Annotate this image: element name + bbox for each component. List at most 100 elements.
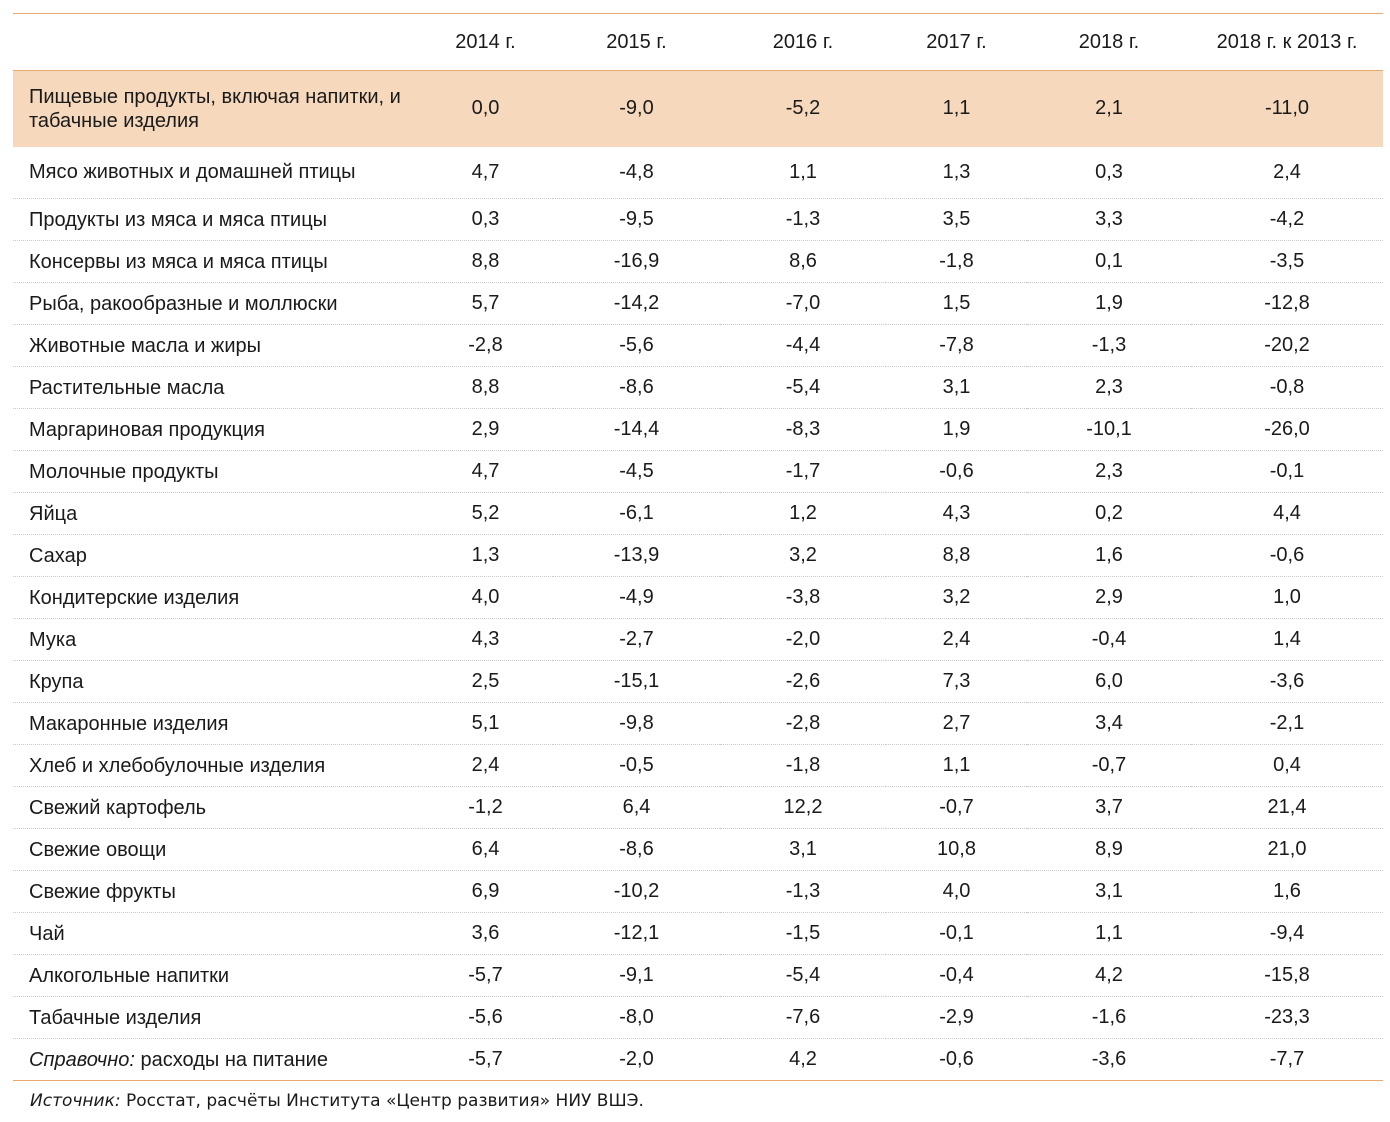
- value-cell: 8,8: [886, 534, 1027, 577]
- row-label: Животные масла и жиры: [13, 324, 418, 367]
- value-cell: -0,1: [886, 912, 1027, 955]
- value-cell: 0,2: [1027, 492, 1191, 535]
- value-cell: 1,0: [1191, 576, 1383, 619]
- value-cell: -3,6: [1191, 660, 1383, 703]
- row-label: Хлеб и хлебобулочные изделия: [13, 744, 418, 787]
- value-cell: -0,6: [1191, 534, 1383, 577]
- value-cell: 1,5: [886, 282, 1027, 325]
- value-cell: 12,2: [720, 786, 886, 829]
- value-cell: 1,1: [886, 744, 1027, 787]
- data-table-container: 2014 г. 2015 г. 2016 г. 2017 г. 2018 г. …: [13, 13, 1383, 1081]
- value-cell: 10,8: [886, 828, 1027, 871]
- value-cell: -4,9: [553, 576, 720, 619]
- value-cell: -8,0: [553, 996, 720, 1039]
- value-cell: -7,0: [720, 282, 886, 325]
- value-cell: 8,6: [720, 240, 886, 283]
- value-cell: -15,8: [1191, 954, 1383, 997]
- header-cell-2017: 2017 г.: [886, 13, 1027, 71]
- row-label: Мясо животных и домашней птицы: [13, 146, 418, 199]
- value-cell: 8,8: [418, 240, 553, 283]
- row-label: Макаронные изделия: [13, 702, 418, 745]
- reference-cell: -2,0: [553, 1038, 720, 1081]
- value-cell: -4,4: [720, 324, 886, 367]
- value-cell: -1,8: [886, 240, 1027, 283]
- value-cell: 1,3: [886, 146, 1027, 199]
- row-label: Молочные продукты: [13, 450, 418, 493]
- value-cell: -0,4: [1027, 618, 1191, 661]
- header-row: 2014 г. 2015 г. 2016 г. 2017 г. 2018 г. …: [13, 13, 1383, 71]
- value-cell: -1,3: [720, 198, 886, 241]
- value-cell: -7,8: [886, 324, 1027, 367]
- row-label: Продукты из мяса и мяса птицы: [13, 198, 418, 241]
- table-row: Мясо животных и домашней птицы 4,7 -4,8 1,1…: [13, 146, 1383, 199]
- value-cell: 5,7: [418, 282, 553, 325]
- row-label: Чай: [13, 912, 418, 955]
- value-cell: 2,3: [1027, 450, 1191, 493]
- value-cell: 3,1: [1027, 870, 1191, 913]
- value-cell: 8,8: [418, 366, 553, 409]
- value-cell: -20,2: [1191, 324, 1383, 367]
- value-cell: -2,7: [553, 618, 720, 661]
- value-cell: -1,7: [720, 450, 886, 493]
- value-cell: -16,9: [553, 240, 720, 283]
- value-cell: 4,2: [1027, 954, 1191, 997]
- source-label: Источник:: [30, 1091, 121, 1111]
- value-cell: -4,8: [553, 146, 720, 199]
- value-cell: -0,4: [886, 954, 1027, 997]
- value-cell: 4,3: [418, 618, 553, 661]
- value-cell: 3,1: [886, 366, 1027, 409]
- reference-label-italic: Справочно:: [29, 1048, 135, 1071]
- row-label: Крупа: [13, 660, 418, 703]
- value-cell: -9,4: [1191, 912, 1383, 955]
- value-cell: 3,2: [720, 534, 886, 577]
- header-cell-2016: 2016 г.: [720, 13, 886, 71]
- table-row: Сахар 1,3 -13,9 3,2 8,8 1,6 -0,6: [13, 534, 1383, 577]
- value-cell: 1,2: [720, 492, 886, 535]
- row-label: Табачные изделия: [13, 996, 418, 1039]
- value-cell: -14,2: [553, 282, 720, 325]
- header-cell-label: [13, 13, 418, 71]
- value-cell: -9,0: [619, 97, 654, 120]
- value-cell: 3,1: [720, 828, 886, 871]
- value-cell: -0,1: [1191, 450, 1383, 493]
- value-cell: -12,1: [553, 912, 720, 955]
- value-cell: 4,0: [418, 576, 553, 619]
- value-cell: -4,5: [553, 450, 720, 493]
- table-row: Крупа 2,5 -15,1 -2,6 7,3 6,0 -3,6: [13, 660, 1383, 703]
- value-cell: -4,2: [1191, 198, 1383, 241]
- value-cell: 2,4: [886, 618, 1027, 661]
- value-cell: 3,5: [886, 198, 1027, 241]
- value-cell: 1,4: [1191, 618, 1383, 661]
- table-row: Свежий картофель -1,2 6,4 12,2 -0,7 3,7 21,4: [13, 786, 1383, 829]
- table-row: Животные масла и жиры -2,8 -5,6 -4,4 -7,8 -1,…: [13, 324, 1383, 367]
- reference-cell: -7,7: [1191, 1038, 1383, 1081]
- table-row: Растительные масла 8,8 -8,6 -5,4 3,1 2,3 -0,8: [13, 366, 1383, 409]
- value-cell: -13,9: [553, 534, 720, 577]
- value-cell: 0,0: [471, 97, 500, 120]
- table-row: Яйца 5,2 -6,1 1,2 4,3 0,2 4,4: [13, 492, 1383, 535]
- row-label: Свежие овощи: [13, 828, 418, 871]
- value-cell: 6,4: [418, 828, 553, 871]
- row-label: Алкогольные напитки: [13, 954, 418, 997]
- value-cell: 1,9: [1027, 282, 1191, 325]
- value-cell: 5,1: [418, 702, 553, 745]
- value-cell: 2,9: [1027, 576, 1191, 619]
- row-label: Сахар: [13, 534, 418, 577]
- value-cell: 4,7: [418, 146, 553, 199]
- table-row: Кондитерские изделия 4,0 -4,9 -3,8 3,2 2,9 1,0: [13, 576, 1383, 619]
- value-cell: 4,7: [418, 450, 553, 493]
- value-cell: 4,3: [886, 492, 1027, 535]
- value-cell: -8,6: [553, 366, 720, 409]
- table-row: Маргариновая продукция 2,9 -14,4 -8,3 1,9 -10…: [13, 408, 1383, 451]
- value-cell: 2,7: [886, 702, 1027, 745]
- value-cell: 6,9: [418, 870, 553, 913]
- value-cell: 0,3: [1027, 146, 1191, 199]
- table-row: Консервы из мяса и мяса птицы 8,8 -16,9 8,6…: [13, 240, 1383, 283]
- header-cell-2018-vs-2013: 2018 г. к 2013 г.: [1191, 13, 1383, 71]
- row-label: Яйца: [13, 492, 418, 535]
- reference-cell: 4,2: [720, 1038, 886, 1081]
- value-cell: -15,1: [553, 660, 720, 703]
- value-cell: 1,1: [1027, 912, 1191, 955]
- value-cell: -2,8: [418, 324, 553, 367]
- value-cell: -14,4: [553, 408, 720, 451]
